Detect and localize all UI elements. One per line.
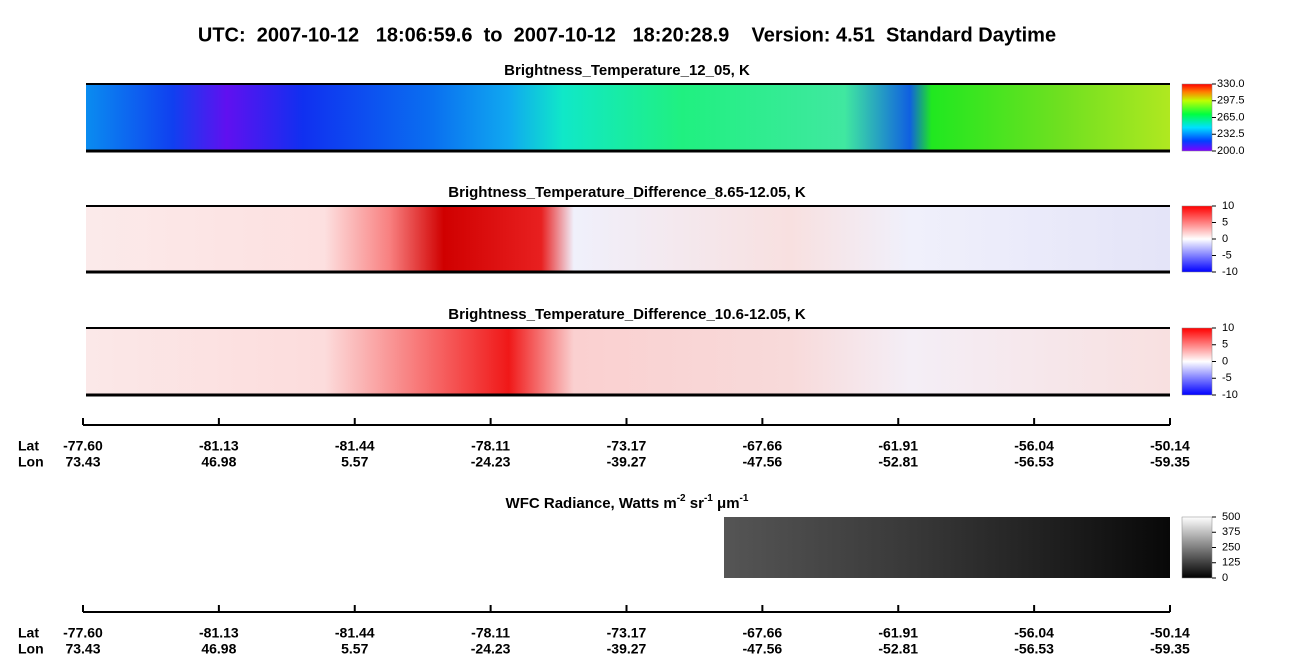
colorbar-tick-label: 0 (1222, 572, 1228, 584)
lat-label: -81.44 (335, 438, 375, 454)
lon-label: 5.57 (341, 641, 368, 657)
lon-label: -39.27 (607, 454, 647, 470)
lon-label: 46.98 (201, 641, 236, 657)
lon-label: 73.43 (65, 454, 100, 470)
lat-label: -81.44 (335, 625, 375, 641)
lon-label: 5.57 (341, 454, 368, 470)
colorbar-tick-label: 265.0 (1217, 111, 1245, 123)
colorbar (1181, 327, 1213, 396)
colorbar-tick-label: 375 (1222, 526, 1240, 538)
lon-label: -56.53 (1014, 454, 1054, 470)
colorbar-tick-label: -5 (1222, 249, 1232, 261)
lat-label: -77.60 (63, 438, 103, 454)
lat-label: -50.14 (1150, 438, 1190, 454)
lon-label: -56.53 (1014, 641, 1054, 657)
lon-label: -59.35 (1150, 454, 1190, 470)
colorbar-tick-label: 250 (1222, 541, 1240, 553)
page-title: UTC: 2007-10-12 18:06:59.6 to 2007-10-12… (198, 24, 1056, 46)
colorbar-tick-label: 10 (1222, 200, 1234, 212)
lat-label: -61.91 (878, 625, 918, 641)
lat-label: -67.66 (743, 438, 783, 454)
panel-title-part: μm (713, 495, 740, 512)
lon-label: -52.81 (878, 641, 918, 657)
lon-label: -47.56 (743, 641, 783, 657)
image-panel (86, 328, 1170, 395)
colorbar (1181, 516, 1213, 579)
lat-label: -61.91 (878, 438, 918, 454)
image-panel (86, 84, 1170, 151)
lat-label: -73.17 (607, 438, 647, 454)
colorbar-tick-label: 0 (1222, 355, 1228, 367)
lat-label: -50.14 (1150, 625, 1190, 641)
lat-label: -78.11 (471, 438, 510, 454)
colorbar-tick-label: 5 (1222, 216, 1228, 228)
colorbar (1181, 205, 1213, 273)
panel-title: WFC Radiance, Watts m-2 sr-1 μm-1 (506, 493, 749, 512)
lon-label: -47.56 (743, 454, 783, 470)
panel-title-part: -2 (677, 493, 686, 504)
panel-title: Brightness_Temperature_Difference_8.65-1… (448, 184, 806, 201)
lon-label: -52.81 (878, 454, 918, 470)
lat-label: -73.17 (607, 625, 647, 641)
colorbar-tick-label: 200.0 (1217, 145, 1245, 157)
colorbar (1181, 83, 1213, 152)
image-panel (86, 206, 1170, 272)
colorbar-tick-label: -10 (1222, 389, 1238, 401)
colorbar-tick-label: -10 (1222, 266, 1238, 278)
colorbar-tick-label: 330.0 (1217, 78, 1245, 90)
image-panel (724, 517, 1170, 578)
colorbar-tick-label: 232.5 (1217, 128, 1245, 140)
colorbar-tick-label: 125 (1222, 557, 1240, 569)
lon-label: -24.23 (471, 454, 511, 470)
axis-label: Lon (18, 454, 44, 470)
panel-title-part: WFC Radiance, Watts m (506, 495, 677, 512)
panel-title-part: sr (686, 495, 705, 512)
lat-label: -78.11 (471, 625, 510, 641)
axis-label: Lat (18, 438, 39, 454)
panel-title-part: -1 (740, 493, 749, 504)
colorbar-tick-label: 297.5 (1217, 95, 1245, 107)
colorbar-tick-label: 500 (1222, 511, 1240, 523)
lon-label: -39.27 (607, 641, 647, 657)
panel-title: Brightness_Temperature_12_05, K (504, 62, 750, 79)
lat-label: -77.60 (63, 625, 103, 641)
lat-label: -56.04 (1014, 625, 1054, 641)
colorbar-tick-label: 5 (1222, 339, 1228, 351)
axis-label: Lat (18, 625, 39, 641)
lat-label: -67.66 (743, 625, 783, 641)
lat-label: -56.04 (1014, 438, 1054, 454)
lat-label: -81.13 (199, 625, 239, 641)
lon-label: -24.23 (471, 641, 511, 657)
colorbar-tick-label: 0 (1222, 233, 1228, 245)
colorbar-tick-label: 10 (1222, 322, 1234, 334)
panel-title-part: -1 (704, 493, 713, 504)
lon-label: 46.98 (201, 454, 236, 470)
lon-label: 73.43 (65, 641, 100, 657)
axis-label: Lon (18, 641, 44, 657)
lat-label: -81.13 (199, 438, 239, 454)
panel-title: Brightness_Temperature_Difference_10.6-1… (448, 306, 806, 323)
lon-label: -59.35 (1150, 641, 1190, 657)
colorbar-tick-label: -5 (1222, 372, 1232, 384)
